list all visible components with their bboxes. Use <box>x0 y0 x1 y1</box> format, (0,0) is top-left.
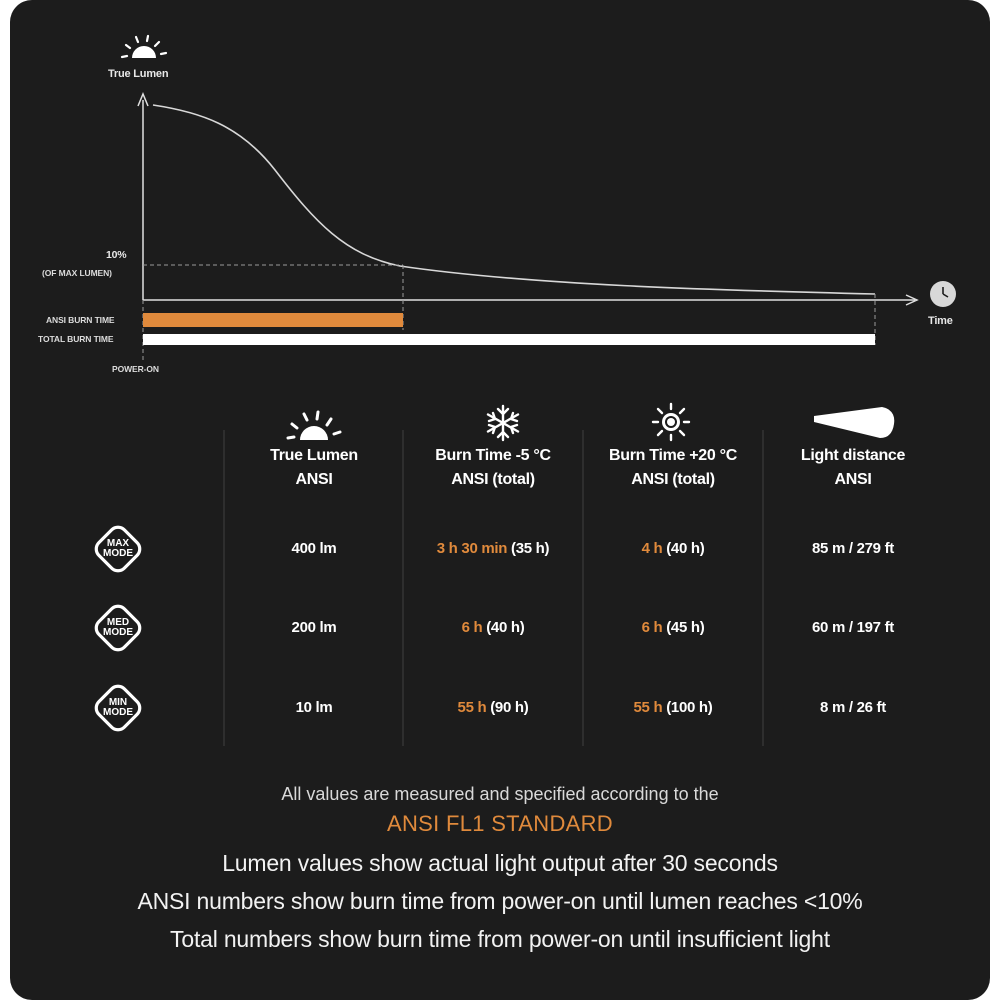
footer-measure-note: All values are measured and specified ac… <box>281 784 719 804</box>
sunrise-icon <box>286 410 342 440</box>
row-max-warm: 4 h (40 h) <box>641 540 705 557</box>
of-max-label: (OF MAX LUMEN) <box>42 268 112 278</box>
total-bar-label: TOTAL BURN TIME <box>38 334 114 344</box>
row-min-distance: 8 m / 26 ft <box>820 699 886 716</box>
row-min-warm: 55 h (100 h) <box>633 699 713 716</box>
column-divider <box>223 430 225 746</box>
beam-icon <box>814 407 895 438</box>
med-mode-badge: MED MODE <box>90 600 146 656</box>
footer-note-ansi: ANSI numbers show burn time from power-o… <box>137 888 863 914</box>
row-med-distance: 60 m / 197 ft <box>812 619 894 636</box>
row-min-cold: 55 h (90 h) <box>457 699 529 716</box>
ansi-burn-bar <box>143 313 403 327</box>
header-burn-warm: Burn Time +20 °C ANSI (total) <box>608 447 737 488</box>
total-burn-bar <box>143 334 875 345</box>
max-mode-badge: MAX MODE <box>90 521 146 577</box>
min-mode-badge: MIN MODE <box>90 680 146 736</box>
column-divider <box>582 430 584 746</box>
sunrise-icon <box>120 34 168 59</box>
row-med-warm: 6 h (45 h) <box>641 619 705 636</box>
row-max-cold: 3 h 30 min (35 h) <box>436 540 550 557</box>
snowflake-icon <box>486 404 520 442</box>
footer-note-lumen: Lumen values show actual light output af… <box>222 850 778 876</box>
row-med-cold: 6 h (40 h) <box>461 619 525 636</box>
row-max-lumen: 400 lm <box>291 540 337 557</box>
burn-time-graph <box>120 34 956 360</box>
header-light-distance: Light distance ANSI <box>800 447 906 488</box>
power-on-label: POWER-ON <box>112 364 159 374</box>
footer-note-total: Total numbers show burn time from power-… <box>170 926 830 952</box>
column-divider <box>402 430 404 746</box>
ansi-bar-label: ANSI BURN TIME <box>46 315 115 325</box>
row-med-lumen: 200 lm <box>291 619 337 636</box>
header-burn-cold: Burn Time -5 °C ANSI (total) <box>435 447 551 488</box>
sun-icon <box>651 402 691 442</box>
x-axis-label: Time <box>928 315 953 327</box>
row-max-distance: 85 m / 279 ft <box>812 540 894 557</box>
footer-standard: ANSI FL1 STANDARD <box>387 811 613 836</box>
y-axis-label: True Lumen <box>108 68 169 80</box>
spec-card: True Lumen 10% (OF MAX LUMEN) ANSI BURN … <box>10 0 990 1000</box>
lumen-curve <box>152 104 876 295</box>
header-true-lumen: True Lumen ANSI <box>270 447 358 488</box>
clock-icon <box>930 281 956 307</box>
row-min-lumen: 10 lm <box>295 699 333 716</box>
ten-percent-label: 10% <box>106 249 127 261</box>
column-divider <box>762 430 764 746</box>
